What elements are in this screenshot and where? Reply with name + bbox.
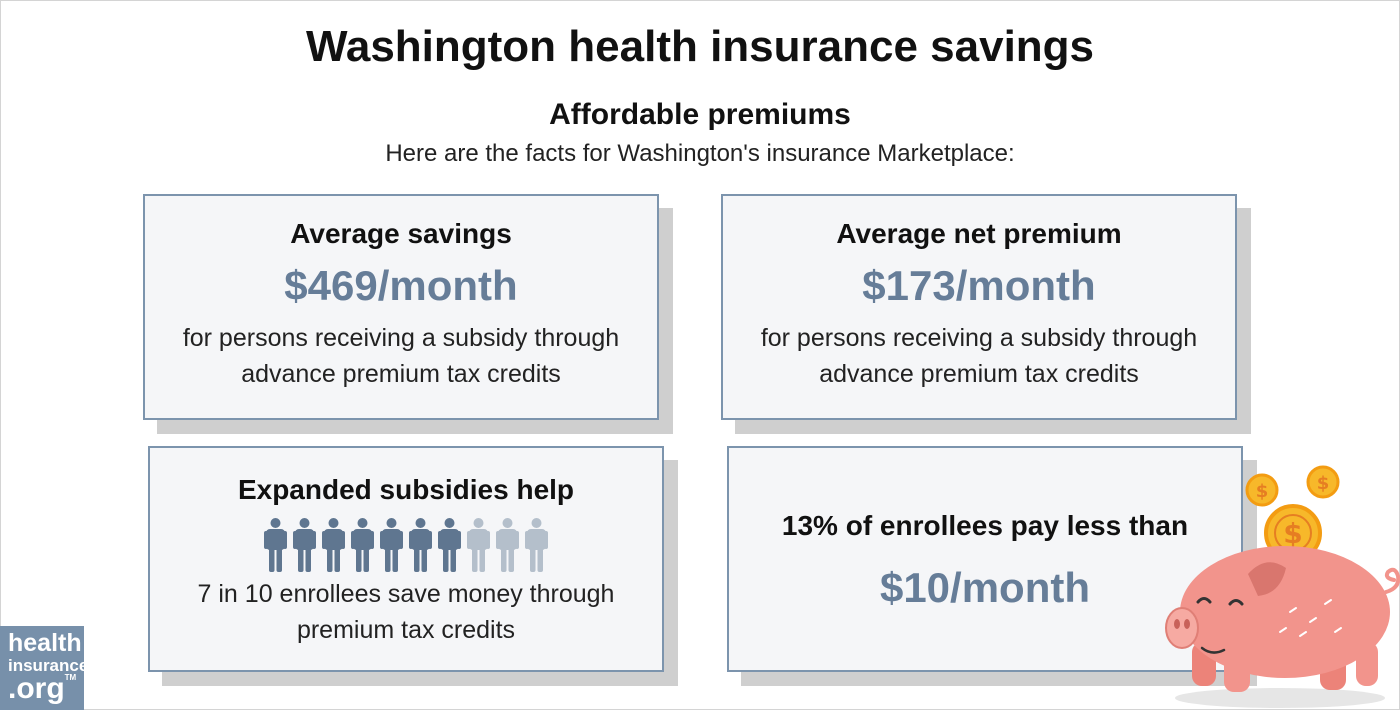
card-description-line: for persons receiving a subsidy through: [182, 324, 620, 352]
average-savings-card: Average savings $469/month for persons r…: [143, 194, 659, 420]
person-icon: [438, 518, 461, 572]
card-description-line: advance premium tax credits: [819, 360, 1139, 388]
card-heading: 13% of enrollees pay less than: [781, 510, 1189, 541]
card-description: for persons receiving a subsidy through …: [723, 320, 1235, 392]
svg-text:$: $: [1317, 473, 1330, 494]
card-amount: $173/month: [862, 262, 1096, 309]
expanded-subsidies-card: Expanded subsidies help 7 in 10 enrollee…: [148, 446, 664, 672]
low-cost-enrollees-card: 13% of enrollees pay less than $10/month: [727, 446, 1243, 672]
card-description-line: 7 in 10 enrollees save money through: [197, 580, 615, 608]
page-title: Washington health insurance savings: [305, 22, 1095, 71]
page-subtitle: Affordable premiums: [549, 98, 851, 131]
healthinsurance-org-logo: health insurance .orgTM: [0, 626, 89, 710]
svg-text:$: $: [1256, 481, 1269, 502]
logo-line: insurance: [8, 656, 89, 675]
card-amount: $469/month: [284, 262, 518, 309]
logo-dot-org: .org: [8, 672, 65, 705]
card-description: 7 in 10 enrollees save money through pre…: [150, 576, 662, 648]
person-icon: [525, 518, 548, 572]
card-amount: $10/month: [879, 564, 1091, 611]
dollar-coin-icon: $: [1306, 465, 1340, 499]
logo-line: health: [8, 629, 82, 657]
svg-text:$: $: [1283, 517, 1302, 550]
person-icon: [409, 518, 432, 572]
piggy-bank-icon: $ $ $: [1165, 465, 1400, 708]
logo-trademark: TM: [64, 673, 77, 682]
card-heading: Expanded subsidies help: [237, 474, 575, 505]
person-icon: [467, 518, 490, 572]
logo-line: .orgTM: [8, 674, 80, 704]
card-description-line: for persons receiving a subsidy through: [760, 324, 1198, 352]
person-icon: [322, 518, 345, 572]
person-icon: [496, 518, 519, 572]
person-icon: [351, 518, 374, 572]
person-icon: [380, 518, 403, 572]
dollar-coin-icon: $: [1245, 473, 1279, 507]
intro-text: Here are the facts for Washington's insu…: [385, 140, 1015, 167]
person-icon: [264, 518, 287, 572]
card-heading: Average net premium: [836, 218, 1122, 249]
card-description: for persons receiving a subsidy through …: [145, 320, 657, 392]
average-net-premium-card: Average net premium $173/month for perso…: [721, 194, 1237, 420]
card-description-line: premium tax credits: [296, 616, 516, 644]
card-description-line: advance premium tax credits: [241, 360, 561, 388]
people-pictogram: [150, 518, 662, 572]
person-icon: [293, 518, 316, 572]
card-heading: Average savings: [290, 218, 512, 249]
